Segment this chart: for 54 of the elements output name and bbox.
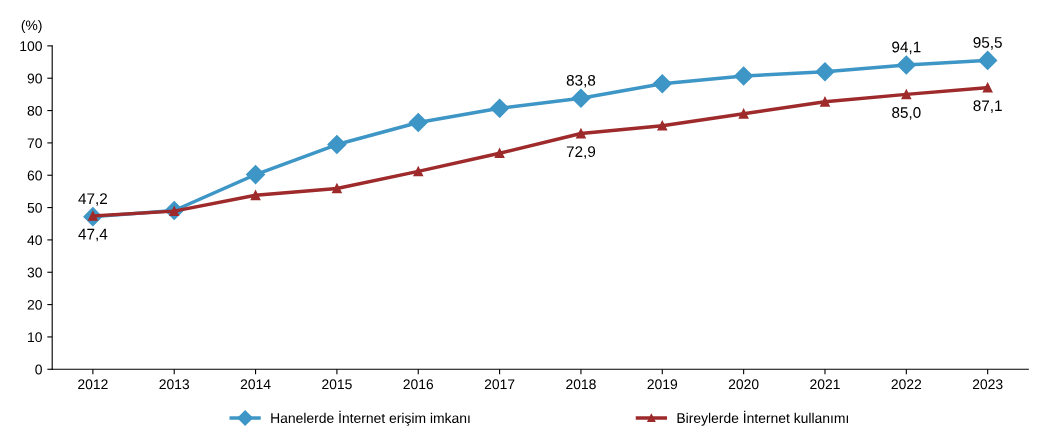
point — [413, 166, 424, 177]
data-label: 85,0 — [892, 107, 921, 120]
y-tick-label: 40 — [27, 235, 42, 246]
point — [820, 96, 830, 107]
x-tick-label: 2016 — [403, 379, 434, 390]
legend-label: Hanelerde İnternet erişim imkanı — [271, 410, 470, 426]
point — [978, 50, 998, 70]
data-label: 94,1 — [892, 41, 921, 55]
y-tick-label: 90 — [27, 73, 42, 84]
x-tick-label: 2020 — [728, 379, 759, 390]
x-tick-label: 2012 — [78, 379, 108, 390]
point — [738, 108, 749, 119]
x-tick-label: 2018 — [566, 379, 596, 390]
x-tick-label: 2019 — [647, 379, 678, 390]
x-tick-label: 2023 — [972, 379, 1003, 390]
point — [246, 165, 266, 185]
point — [982, 82, 993, 93]
point — [576, 128, 586, 139]
point — [494, 148, 505, 159]
x-tick-label: 2014 — [240, 379, 271, 390]
y-tick-label: 30 — [27, 267, 42, 278]
point — [815, 62, 835, 82]
data-label: 47,4 — [78, 228, 108, 242]
point — [327, 134, 347, 155]
y-tick-label: 20 — [27, 299, 42, 310]
data-label: 95,5 — [973, 37, 1002, 50]
data-label: 87,1 — [973, 100, 1002, 113]
y-tick-label: 100 — [20, 41, 42, 52]
data-label: 72,9 — [566, 146, 596, 159]
y-tick-label: 0 — [35, 364, 42, 375]
point — [896, 55, 916, 75]
point — [657, 120, 668, 131]
point — [571, 88, 591, 108]
y-tick-label: 70 — [27, 138, 42, 149]
x-tick-label: 2021 — [810, 379, 840, 390]
x-tick-label: 2022 — [891, 379, 922, 390]
point — [332, 183, 342, 194]
data-label: 83,8 — [566, 74, 596, 88]
legend-label: Bireylerde İnternet kullanımı — [677, 410, 848, 426]
x-tick-label: 2015 — [322, 379, 352, 390]
y-tick-label: 10 — [28, 332, 42, 343]
y-tick-label: 50 — [27, 202, 42, 213]
y-axis-title: (%) — [21, 20, 42, 33]
y-tick-label: 60 — [27, 170, 42, 181]
point — [408, 112, 428, 133]
point — [250, 190, 261, 201]
y-tick-label: 80 — [27, 105, 42, 116]
point — [652, 74, 672, 94]
data-label: 47,2 — [78, 193, 107, 206]
x-tick-label: 2017 — [484, 379, 515, 390]
x-tick-label: 2013 — [159, 379, 190, 390]
point — [490, 98, 510, 118]
point — [901, 89, 912, 100]
point — [734, 66, 754, 86]
